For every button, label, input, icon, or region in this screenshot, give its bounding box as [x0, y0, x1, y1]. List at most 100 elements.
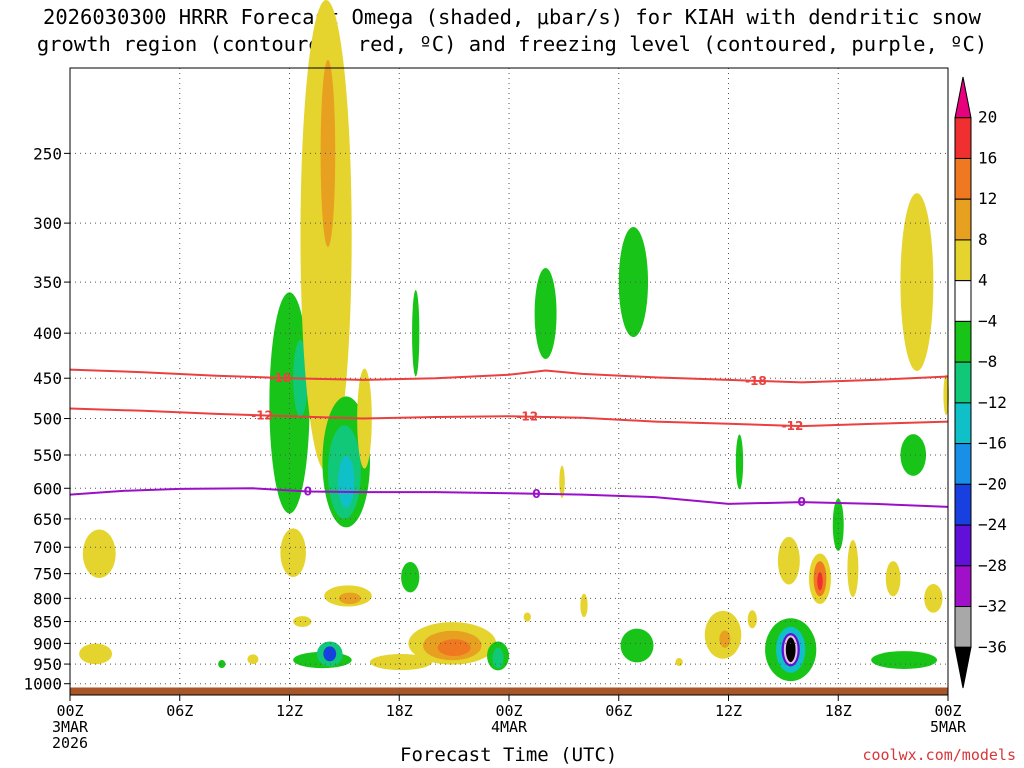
colorbar-swatch-4	[954, 239, 972, 282]
ytick-label-700: 700	[33, 538, 62, 557]
colorbar-top-arrow	[954, 76, 972, 119]
surface-band	[70, 687, 948, 695]
ytick-label-500: 500	[33, 410, 62, 429]
title-line-1: 2026030300 HRRR Forecast Omega (shaded, …	[43, 5, 981, 29]
ytick-label-250: 250	[33, 144, 62, 163]
colorbar-label-7: −12	[978, 393, 1007, 412]
colorbar-label-10: −24	[978, 515, 1007, 534]
omega-region-14	[293, 616, 312, 627]
xtick-label-0: 00Z	[56, 702, 83, 720]
omega-region-21	[369, 653, 433, 671]
omega-region-45	[817, 572, 823, 591]
omega-region-33	[675, 658, 683, 667]
chart-title: 2026030300 HRRR Forecast Omega (shaded, …	[0, 4, 1024, 58]
xtick-date-8: 5MAR	[930, 718, 967, 736]
colorbar-swatch-10	[954, 483, 972, 526]
ytick-label-450: 450	[33, 369, 62, 388]
xtick-label-6: 12Z	[715, 702, 742, 720]
xtick-label-5: 06Z	[605, 702, 632, 720]
omega-region-29	[523, 612, 531, 622]
colorbar-swatch-13	[954, 606, 972, 648]
colorbar-label-6: −8	[978, 352, 997, 371]
omega-region-50	[900, 434, 927, 476]
freezing-level-label-0: 0	[304, 484, 312, 498]
colorbar-swatch-8	[954, 402, 972, 445]
omega-region-32	[620, 628, 654, 663]
ytick-label-550: 550	[33, 446, 62, 465]
dgz-minus12-label-1: -12	[516, 410, 538, 424]
dgz-minus18-label-0: -18	[270, 371, 292, 385]
colorbar-swatch-3	[954, 198, 972, 241]
colorbar-swatch-11	[954, 524, 972, 567]
omega-region-46	[832, 498, 844, 551]
omega-region-11	[280, 528, 306, 577]
omega-region-5	[320, 59, 336, 248]
xtick-label-3: 18Z	[386, 702, 413, 720]
colorbar-swatch-1	[954, 117, 972, 159]
xtick-label-1: 06Z	[166, 702, 193, 720]
omega-region-20	[437, 639, 471, 657]
ytick-label-1000: 1000	[23, 675, 62, 694]
ytick-label-400: 400	[33, 324, 62, 343]
omega-region-38	[777, 536, 800, 585]
ytick-label-800: 800	[33, 589, 62, 608]
omega-region-17	[323, 646, 337, 662]
xtick-year-0: 2026	[52, 734, 88, 752]
omega-region-52	[924, 583, 943, 613]
xtick-date-4: 4MAR	[491, 718, 528, 736]
colorbar-label-12: −32	[978, 597, 1007, 616]
omega-region-51	[885, 561, 901, 597]
omega-region-27	[534, 268, 557, 360]
colorbar-label-8: −16	[978, 434, 1007, 453]
ytick-label-850: 850	[33, 613, 62, 632]
colorbar-label-0: 20	[978, 108, 997, 127]
colorbar-label-2: 12	[978, 189, 997, 208]
xtick-label-4: 00Z	[495, 702, 522, 720]
colorbar-label-11: −28	[978, 556, 1007, 575]
ytick-label-350: 350	[33, 273, 62, 292]
colorbar-label-1: 16	[978, 148, 997, 167]
ytick-label-600: 600	[33, 479, 62, 498]
omega-region-28	[559, 465, 565, 499]
colorbar-label-9: −20	[978, 474, 1007, 493]
omega-region-25	[218, 660, 226, 669]
dgz-minus12-label-2: -12	[782, 419, 804, 433]
colorbar-swatch-12	[954, 565, 972, 608]
ytick-label-650: 650	[33, 510, 62, 529]
colorbar-swatch-5	[954, 280, 972, 322]
colorbar-label-5: −4	[978, 311, 997, 330]
omega-region-26	[401, 562, 420, 593]
ytick-label-750: 750	[33, 565, 62, 584]
ytick-label-900: 900	[33, 634, 62, 653]
omega-region-24	[247, 654, 259, 665]
omega-region-49	[900, 193, 934, 372]
colorbar-swatch-9	[954, 443, 972, 485]
omega-region-13	[338, 592, 361, 605]
omega-region-23	[492, 647, 504, 669]
omega-region-31	[618, 227, 649, 338]
omega-region-36	[747, 610, 757, 629]
colorbar-bottom-arrow	[954, 646, 972, 689]
freezing-level-line	[69, 487, 949, 508]
omega-region-37	[735, 434, 744, 490]
omega-region-1	[79, 643, 113, 665]
omega-region-42	[783, 635, 798, 665]
dgz-minus18-label-1: -18	[745, 374, 767, 388]
xtick-label-7: 18Z	[825, 702, 852, 720]
omega-region-47	[847, 540, 859, 597]
colorbar: 20 16 12 8 4 −4 −8 −12 −16 −20 −24 −28 −32 −36	[954, 76, 1007, 689]
freezing-level-label-2: 0	[797, 495, 805, 509]
pressure-axis: 250 300 350 400 450 500 550 600 650 700 750 800 850 9…	[23, 144, 70, 694]
colorbar-label-13: −36	[978, 637, 1007, 656]
omega-region-35	[719, 630, 731, 648]
xtick-date-0: 3MAR	[52, 718, 89, 736]
credit-text[interactable]: coolwx.com/models	[862, 746, 1016, 764]
colorbar-swatch-7	[954, 361, 972, 404]
dgz-minus18-line	[69, 368, 949, 384]
temperature-contours: -18 -18 -12 -12 -12 0 0 0	[69, 368, 949, 509]
colorbar-swatch-6	[954, 320, 972, 363]
colorbar-swatch-2	[954, 157, 972, 200]
xtick-label-2: 12Z	[276, 702, 303, 720]
omega-region-8	[337, 455, 355, 508]
